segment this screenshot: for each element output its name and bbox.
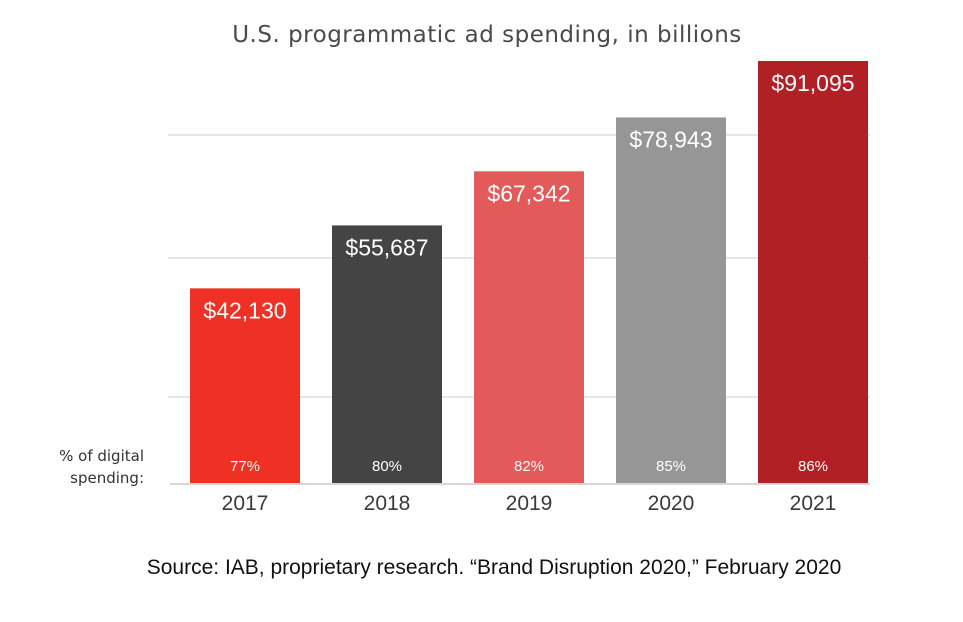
x-tick-label: 2021 [790,492,837,515]
bar-2018 [332,225,442,485]
pct-digital-value: 80% [372,458,402,475]
bar-value-label: $78,943 [629,126,712,152]
bar-2019 [474,171,584,484]
pct-digital-label-line2: spending: [70,469,144,487]
pct-digital-label-line1: % of digital [59,447,144,465]
pct-digital-value: 77% [230,458,260,475]
pct-digital-value: 85% [656,458,686,475]
chart-title: U.S. programmatic ad spending, in billio… [232,22,742,48]
bar-2021 [758,61,868,484]
bars: $42,130 77% 2017 $55,687 80% 2018 $67,342 82% 20… [190,61,868,515]
bar-2020 [616,117,726,485]
x-tick-label: 2017 [222,492,269,515]
bar-value-label: $42,130 [203,297,286,323]
bar-value-label: $91,095 [771,70,854,96]
bar-2017 [190,288,300,484]
pct-digital-value: 86% [798,458,828,475]
x-tick-label: 2018 [364,492,411,515]
bar-value-label: $67,342 [487,180,570,206]
x-tick-label: 2019 [506,492,553,515]
source-note: Source: IAB, proprietary research. “Bran… [147,556,842,579]
x-tick-label: 2020 [648,492,695,515]
pct-digital-value: 82% [514,458,544,475]
bar-value-label: $55,687 [345,234,428,260]
